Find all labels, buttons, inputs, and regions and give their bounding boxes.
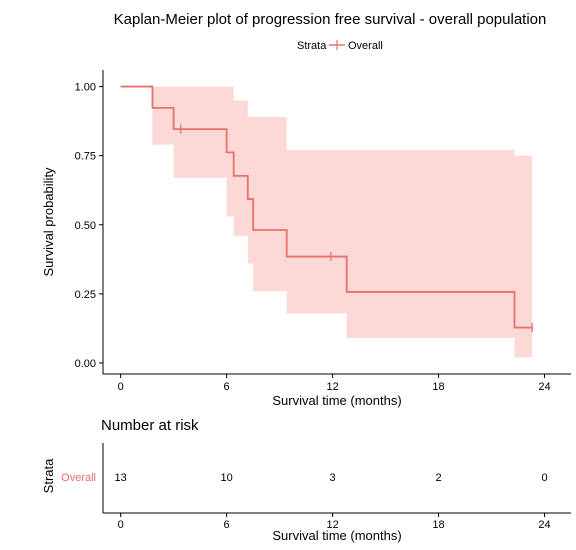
censor-marks: [180, 124, 533, 333]
y-ticks: 0.00 0.25 0.50 0.75 1.00: [75, 82, 103, 370]
x-axis-label: Survival time (months): [272, 393, 401, 408]
risk-x-tick-label: 0: [118, 519, 124, 531]
legend-title: Strata: [297, 40, 327, 52]
risk-count: 2: [435, 472, 441, 484]
x-ticks: 0 6 12 18 24: [118, 374, 551, 393]
risk-x-tick-label: 6: [224, 519, 230, 531]
x-tick-label: 6: [224, 381, 230, 393]
legend-key-overall: [329, 40, 345, 50]
x-tick-label: 18: [432, 381, 444, 393]
risk-table-y-label: Strata: [41, 458, 56, 493]
y-tick-label: 0.25: [75, 289, 96, 301]
y-tick-label: 0.75: [75, 151, 96, 163]
confidence-band: [120, 86, 533, 358]
y-tick-label: 1.00: [75, 82, 96, 94]
x-tick-label: 24: [538, 381, 550, 393]
y-axis-label: Survival probability: [41, 167, 56, 277]
risk-count: 13: [115, 472, 127, 484]
x-tick-label: 12: [326, 381, 338, 393]
risk-count: 10: [220, 472, 232, 484]
y-tick-label: 0.50: [75, 220, 96, 232]
risk-x-tick-label: 18: [432, 519, 444, 531]
risk-x-ticks: 0 6 12 18 24: [118, 513, 551, 531]
risk-x-tick-label: 24: [538, 519, 550, 531]
y-tick-label: 0.00: [75, 358, 96, 370]
km-line-overall: [120, 85, 533, 329]
risk-x-axis-label: Survival time (months): [272, 528, 401, 543]
risk-values: 13 10 3 2 0: [115, 472, 548, 484]
x-tick-label: 0: [118, 381, 124, 393]
survival-curve: [120, 85, 533, 329]
risk-count: 0: [541, 472, 547, 484]
risk-count: 3: [330, 472, 336, 484]
legend-entry-overall: Overall: [348, 40, 383, 52]
risk-row-label-overall: Overall: [61, 472, 96, 484]
legend: Strata Overall: [297, 40, 383, 52]
risk-x-tick-label: 12: [326, 519, 338, 531]
risk-table-title: Number at risk: [101, 417, 199, 434]
chart-title: Kaplan-Meier plot of progression free su…: [114, 11, 547, 28]
ci-band-overall: [120, 86, 533, 358]
